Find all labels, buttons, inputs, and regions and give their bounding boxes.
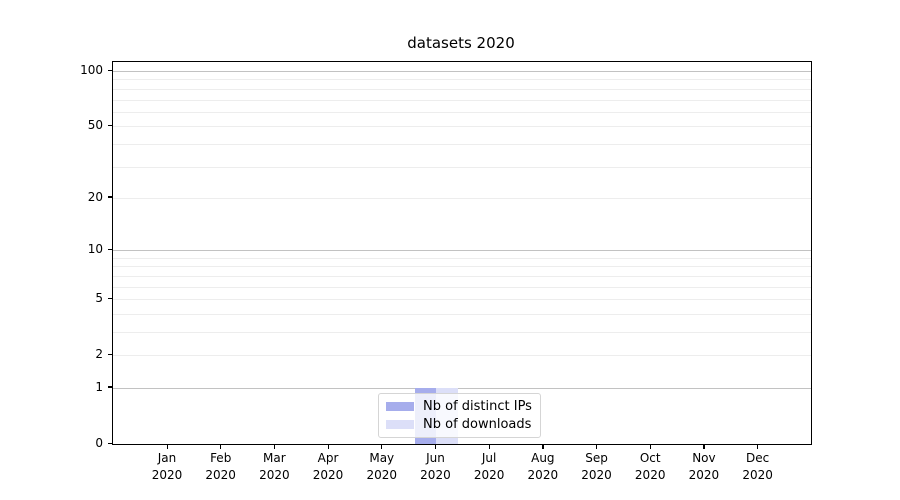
x-tick-label-line: 2020 bbox=[688, 467, 720, 482]
y-tick-mark bbox=[108, 69, 113, 71]
x-tick-mark bbox=[649, 444, 651, 449]
y-gridline-major bbox=[113, 250, 811, 252]
x-tick-mark bbox=[381, 444, 383, 449]
y-gridline-minor bbox=[113, 99, 811, 101]
x-tick-mark bbox=[220, 444, 222, 449]
x-tick-label-line: 2020 bbox=[420, 467, 451, 482]
x-tick-label-line: 2020 bbox=[742, 467, 773, 482]
y-gridline-minor bbox=[113, 275, 811, 277]
y-gridline-minor bbox=[113, 79, 811, 81]
legend-swatch-nb-of-downloads bbox=[386, 419, 414, 429]
x-tick-mark bbox=[327, 444, 329, 449]
x-tick-label: Oct 2020 bbox=[622, 450, 678, 483]
x-tick-label: Aug 2020 bbox=[515, 450, 571, 483]
legend-label: Nb of distinct IPs bbox=[423, 398, 532, 414]
y-gridline-major bbox=[113, 387, 811, 389]
x-tick-label-line: 2020 bbox=[151, 467, 183, 482]
x-tick-label-line: 2020 bbox=[634, 467, 666, 482]
y-gridline-minor bbox=[113, 257, 811, 259]
legend-label: Nb of downloads bbox=[423, 416, 532, 432]
x-tick-label-line: Oct bbox=[639, 451, 661, 465]
y-gridline-minor bbox=[113, 197, 811, 199]
y-gridline-minor bbox=[113, 355, 811, 357]
y-gridline-major bbox=[113, 71, 811, 73]
y-tick-label: 20 bbox=[87, 189, 103, 204]
y-tick-label: 100 bbox=[80, 63, 103, 78]
y-tick-label: 5 bbox=[95, 291, 103, 306]
x-tick-mark bbox=[596, 444, 598, 449]
x-tick-label-line: 2020 bbox=[527, 467, 559, 482]
legend-row-nb-of-distinct-ips: Nb of distinct IPs bbox=[386, 397, 532, 415]
y-gridline-minor bbox=[113, 299, 811, 301]
x-tick-label-line: Nov bbox=[692, 451, 716, 465]
y-gridline-minor bbox=[113, 331, 811, 333]
x-tick-label: Feb 2020 bbox=[193, 450, 249, 483]
x-tick-label-line: Jun bbox=[426, 451, 445, 465]
x-tick-label-line: Sep bbox=[585, 451, 608, 465]
x-tick-label-line: Apr bbox=[317, 451, 339, 465]
y-tick-mark bbox=[108, 248, 113, 250]
x-tick-label-line: Dec bbox=[745, 451, 770, 465]
x-tick-mark bbox=[488, 444, 490, 449]
y-tick-mark bbox=[108, 386, 113, 388]
x-tick-label-line: 2020 bbox=[366, 467, 398, 482]
y-tick-label: 1 bbox=[95, 379, 103, 394]
y-gridline-minor bbox=[113, 266, 811, 268]
x-tick-label-line: Feb bbox=[210, 451, 232, 465]
y-gridline-minor bbox=[113, 313, 811, 315]
y-tick-mark bbox=[108, 196, 113, 198]
legend: Nb of distinct IPs Nb of downloads bbox=[378, 393, 541, 438]
y-tick-label: 10 bbox=[87, 242, 103, 257]
x-tick-mark bbox=[757, 444, 759, 449]
y-tick-label: 0 bbox=[95, 436, 103, 450]
x-tick-mark bbox=[273, 444, 276, 449]
y-gridline-minor bbox=[113, 286, 811, 288]
x-tick-mark bbox=[703, 444, 705, 449]
x-tick-label: May 2020 bbox=[354, 450, 410, 483]
y-tick-mark bbox=[108, 442, 113, 444]
y-tick-label: 50 bbox=[87, 118, 103, 133]
x-tick-mark bbox=[542, 444, 544, 449]
x-tick-label-line: May bbox=[369, 451, 395, 465]
y-gridline-minor bbox=[113, 88, 811, 90]
x-tick-label: Jun 2020 bbox=[407, 450, 463, 483]
y-tick-mark bbox=[108, 353, 113, 355]
x-tick-mark bbox=[166, 444, 168, 449]
x-tick-label-line: Jul bbox=[481, 451, 497, 465]
y-gridline-minor bbox=[113, 143, 811, 145]
x-tick-label-line: 2020 bbox=[205, 467, 236, 482]
x-tick-label-line: 2020 bbox=[312, 467, 344, 482]
y-tick-mark bbox=[108, 124, 113, 126]
y-gridline-minor bbox=[113, 166, 811, 168]
x-tick-label-line: Jan bbox=[157, 451, 177, 465]
x-tick-label: Jul 2020 bbox=[461, 450, 517, 483]
x-tick-mark bbox=[434, 444, 437, 449]
plot-area bbox=[112, 61, 812, 445]
x-tick-label-line: Aug bbox=[531, 451, 555, 465]
y-tick-mark bbox=[108, 297, 113, 299]
legend-row-nb-of-downloads: Nb of downloads bbox=[386, 415, 532, 433]
x-tick-label-line: Mar bbox=[263, 451, 286, 465]
x-tick-label: Apr 2020 bbox=[300, 450, 356, 483]
x-tick-label: Sep 2020 bbox=[569, 450, 625, 483]
y-gridline-minor bbox=[113, 111, 811, 113]
x-tick-label-line: 2020 bbox=[581, 467, 612, 482]
y-tick-label: 2 bbox=[95, 347, 103, 362]
chart-title: datasets 2020 bbox=[407, 34, 515, 52]
x-tick-label: Dec 2020 bbox=[730, 450, 786, 483]
x-tick-label-line: 2020 bbox=[259, 467, 290, 482]
x-tick-label: Jan 2020 bbox=[139, 450, 195, 483]
legend-swatch-nb-of-distinct-ips bbox=[386, 401, 414, 411]
x-tick-label: Nov 2020 bbox=[676, 450, 732, 483]
x-tick-label: Mar 2020 bbox=[246, 450, 302, 483]
x-tick-label-line: 2020 bbox=[473, 467, 505, 482]
y-gridline-minor bbox=[113, 126, 811, 128]
